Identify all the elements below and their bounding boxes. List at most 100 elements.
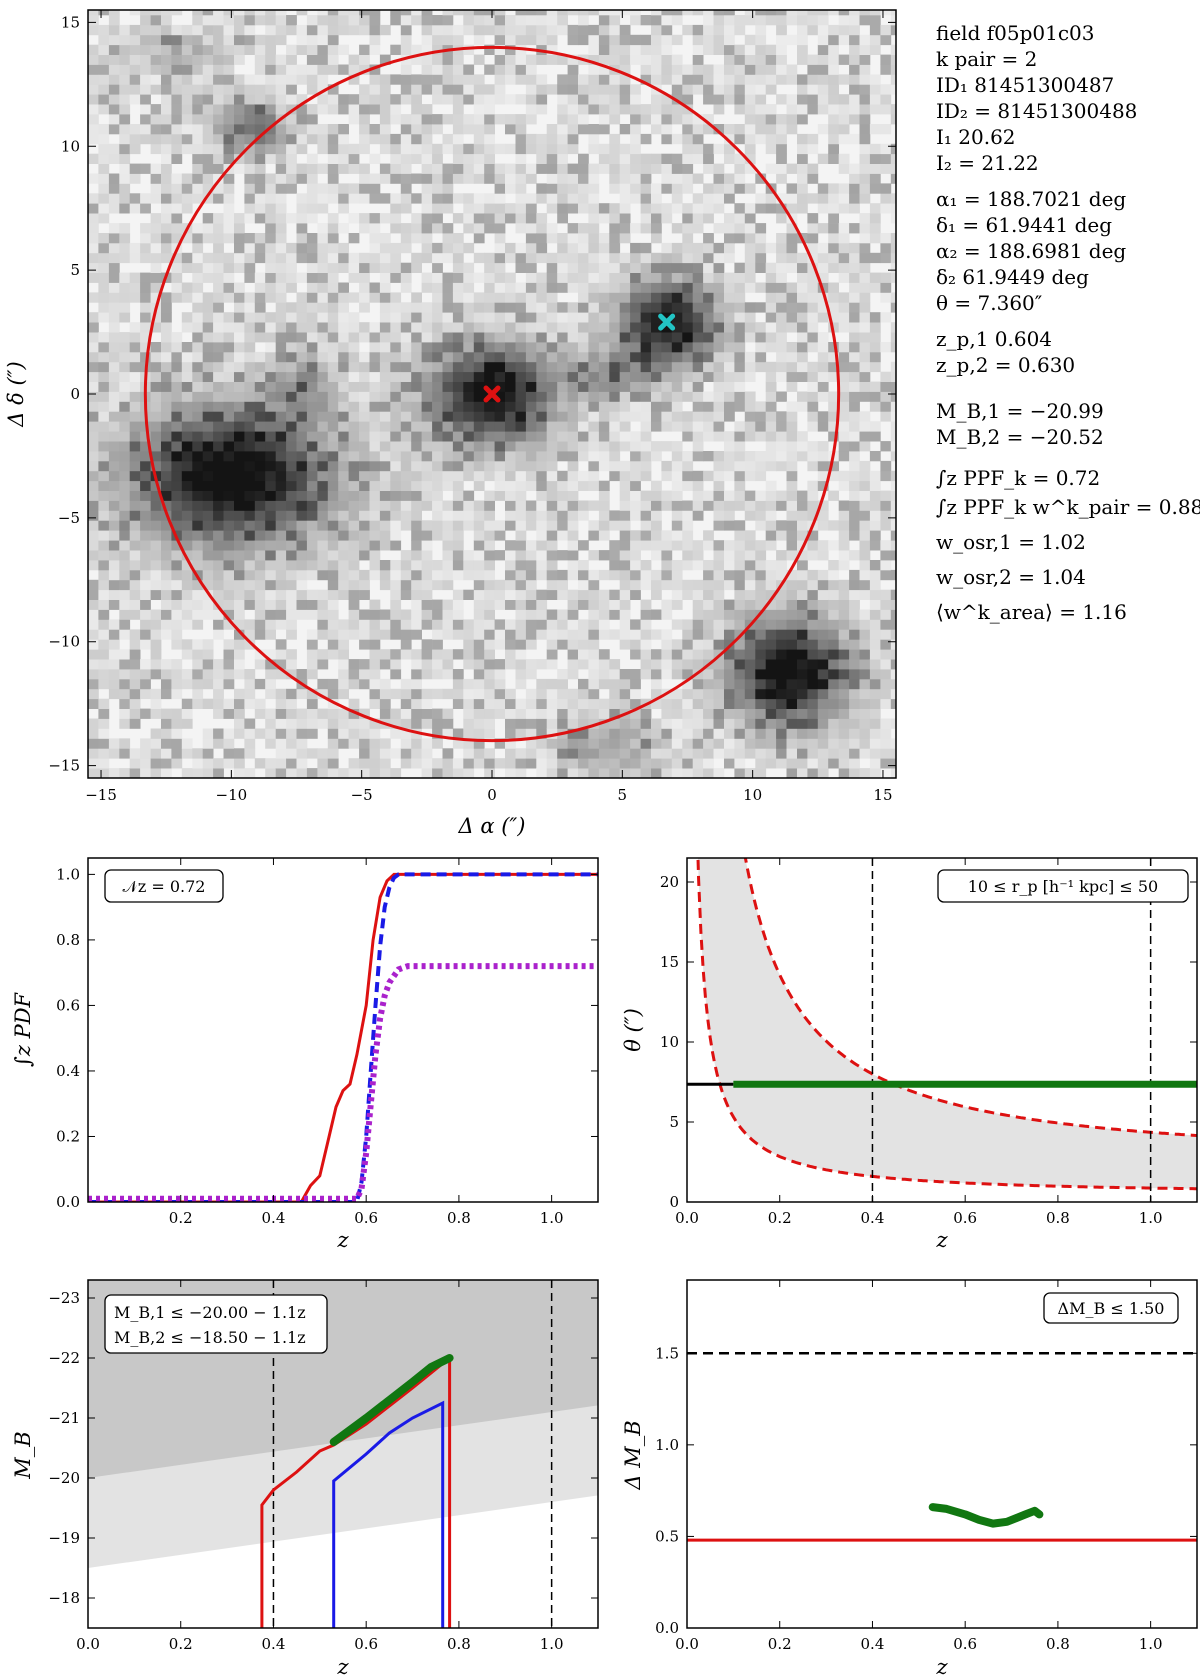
x-tick-label: 0.4 bbox=[861, 1209, 885, 1227]
x-tick-label: 1.0 bbox=[540, 1635, 564, 1653]
x-tick-label: 0.0 bbox=[675, 1209, 699, 1227]
delta-magnitude-curves bbox=[687, 1352, 1197, 1542]
y-tick-label: 0 bbox=[70, 385, 80, 403]
allowed-region bbox=[697, 858, 1197, 1189]
panel2-frame bbox=[686, 857, 1198, 1203]
panel4-ylabel: Δ M_B bbox=[621, 1420, 645, 1490]
y-tick-label: 0.6 bbox=[56, 996, 80, 1014]
y-tick-label: −18 bbox=[48, 1589, 80, 1607]
image-xlabel: Δ α (″) bbox=[458, 814, 526, 838]
info-line: ID₂ = 81451300488 bbox=[936, 99, 1137, 123]
panel2-annotation-text: 10 ≤ r_p [h⁻¹ kpc] ≤ 50 bbox=[968, 877, 1158, 896]
x-tick-label: 0.2 bbox=[169, 1209, 193, 1227]
info-line: ∫z PPF_k w^k_pair = 0.88 bbox=[936, 495, 1200, 519]
x-tick-label: 0.6 bbox=[354, 1209, 378, 1227]
image-ticks: −15 −10 −5 0 5 10 15 −15 −10 −5 0 5 10 15 bbox=[48, 10, 896, 804]
y-tick-label: −5 bbox=[58, 509, 80, 527]
x-tick-label: 0.6 bbox=[354, 1635, 378, 1653]
y-tick-label: 15 bbox=[660, 953, 679, 971]
panel3-legend-line1: M_B,1 ≤ −20.00 − 1.1z bbox=[114, 1303, 306, 1322]
panel1-ticks: 0.2 0.4 0.6 0.8 1.0 0.0 0.2 0.4 0.6 0.8 1.0 bbox=[56, 858, 598, 1227]
x-tick-label: 0.8 bbox=[1046, 1209, 1070, 1227]
info-line: δ₂ 61.9449 deg bbox=[936, 265, 1089, 289]
panel3-ticks: 0.0 0.2 0.4 0.6 0.8 1.0 −18 −19 −20 −21 −22 −23 bbox=[48, 1280, 598, 1653]
panel4-xlabel: z bbox=[935, 1655, 948, 1679]
x-tick-label: −5 bbox=[351, 786, 373, 804]
info-line: δ₁ = 61.9441 deg bbox=[936, 213, 1112, 237]
y-tick-label: −23 bbox=[48, 1289, 80, 1307]
image-panel: −15 −10 −5 0 5 10 15 −15 −10 −5 0 5 10 15 Δ α (″) Δ δ… bbox=[4, 9, 897, 838]
y-tick-label: 1.0 bbox=[56, 865, 80, 883]
red-series-line bbox=[88, 872, 598, 1202]
x-tick-label: 0.4 bbox=[262, 1635, 286, 1653]
y-tick-label: 5 bbox=[669, 1113, 679, 1131]
x-tick-label: 0 bbox=[487, 786, 497, 804]
y-tick-label: −20 bbox=[48, 1469, 80, 1487]
panel1-xlabel: z bbox=[336, 1228, 349, 1252]
y-tick-label: 0.0 bbox=[655, 1619, 679, 1637]
y-tick-label: 0.8 bbox=[56, 931, 80, 949]
y-tick-label: 0.0 bbox=[56, 1193, 80, 1211]
info-line: field f05p01c03 bbox=[936, 21, 1095, 45]
info-line: I₁ 20.62 bbox=[936, 125, 1016, 149]
x-tick-label: 0.2 bbox=[169, 1635, 193, 1653]
panel2-ylabel: θ (″) bbox=[621, 1008, 645, 1052]
panel1-ylabel: ∫z PDF bbox=[11, 991, 35, 1067]
info-line: ∫z PPF_k = 0.72 bbox=[936, 466, 1100, 490]
info-line: k pair = 2 bbox=[936, 47, 1037, 71]
blue-series-line bbox=[88, 872, 598, 1202]
y-tick-label: −21 bbox=[48, 1409, 80, 1427]
panel1-annotation: 𝒩z = 0.72 bbox=[104, 869, 224, 903]
x-tick-label: 15 bbox=[873, 786, 892, 804]
panel1-annotation-text: 𝒩z = 0.72 bbox=[123, 877, 206, 896]
x-tick-label: 0.8 bbox=[447, 1209, 471, 1227]
panel3-frame bbox=[87, 1279, 599, 1629]
x-tick-label: 0.8 bbox=[447, 1635, 471, 1653]
panel1-frame bbox=[87, 857, 599, 1203]
panel4-ticks: 0.0 0.2 0.4 0.6 0.8 1.0 0.0 0.5 1.0 1.5 bbox=[655, 1280, 1197, 1653]
image-pixels bbox=[88, 10, 896, 778]
x-tick-label: 0.0 bbox=[76, 1635, 100, 1653]
galaxy-marker bbox=[658, 313, 676, 331]
info-line: I₂ = 21.22 bbox=[936, 151, 1039, 175]
panel3-xlabel: z bbox=[336, 1655, 349, 1679]
y-tick-label: 0.5 bbox=[655, 1527, 679, 1545]
y-tick-label: 0.2 bbox=[56, 1127, 80, 1145]
x-tick-label: 10 bbox=[743, 786, 762, 804]
panel2-ticks: 0.0 0.2 0.4 0.6 0.8 1.0 0 5 10 15 20 bbox=[660, 858, 1197, 1227]
green-series-line bbox=[329, 1354, 454, 1446]
theta-panel: 0.0 0.2 0.4 0.6 0.8 1.0 0 5 10 15 20 10 ≤ r_p [h⁻¹… bbox=[621, 857, 1198, 1252]
image-ylabel: Δ δ (″) bbox=[4, 361, 28, 427]
panel3-ylabel: M_B bbox=[11, 1431, 35, 1479]
info-line: w_osr,2 = 1.04 bbox=[936, 565, 1086, 589]
x-tick-label: 0.4 bbox=[262, 1209, 286, 1227]
x-tick-label: 0.4 bbox=[861, 1635, 885, 1653]
galaxy-markers bbox=[483, 313, 676, 403]
x-tick-label: 0.2 bbox=[768, 1635, 792, 1653]
x-tick-label: −15 bbox=[85, 786, 117, 804]
info-line: ID₁ 81451300487 bbox=[936, 73, 1114, 97]
purple-series-line bbox=[88, 963, 598, 1202]
x-tick-label: 0.6 bbox=[953, 1635, 977, 1653]
y-tick-label: 5 bbox=[70, 261, 80, 279]
panel4-frame bbox=[686, 1279, 1198, 1629]
upper-limit-line bbox=[743, 858, 1197, 1137]
info-line: θ = 7.360″ bbox=[936, 291, 1042, 315]
x-tick-label: 1.0 bbox=[1139, 1635, 1163, 1653]
info-line: α₂ = 188.6981 deg bbox=[936, 239, 1126, 263]
info-line: ⟨w^k_area⟩ = 1.16 bbox=[936, 600, 1127, 624]
cumulative-pdf-curves bbox=[88, 872, 598, 1202]
y-tick-label: −10 bbox=[48, 633, 80, 651]
y-tick-label: 1.0 bbox=[655, 1436, 679, 1454]
info-line: z_p,1 0.604 bbox=[936, 327, 1052, 351]
x-tick-label: 5 bbox=[618, 786, 628, 804]
y-tick-label: −15 bbox=[48, 757, 80, 775]
delta-magnitude-panel: 0.0 0.2 0.4 0.6 0.8 1.0 0.0 0.5 1.0 1.5 ΔM_B ≤ 1.… bbox=[621, 1279, 1198, 1679]
x-tick-label: −10 bbox=[216, 786, 248, 804]
cumulative-pdf-panel: 0.2 0.4 0.6 0.8 1.0 0.0 0.2 0.4 0.6 0.8 1.0 𝒩z = 0… bbox=[11, 857, 599, 1252]
lower-limit-line bbox=[696, 858, 1197, 1191]
info-line: α₁ = 188.7021 deg bbox=[936, 187, 1126, 211]
x-tick-label: 1.0 bbox=[540, 1209, 564, 1227]
